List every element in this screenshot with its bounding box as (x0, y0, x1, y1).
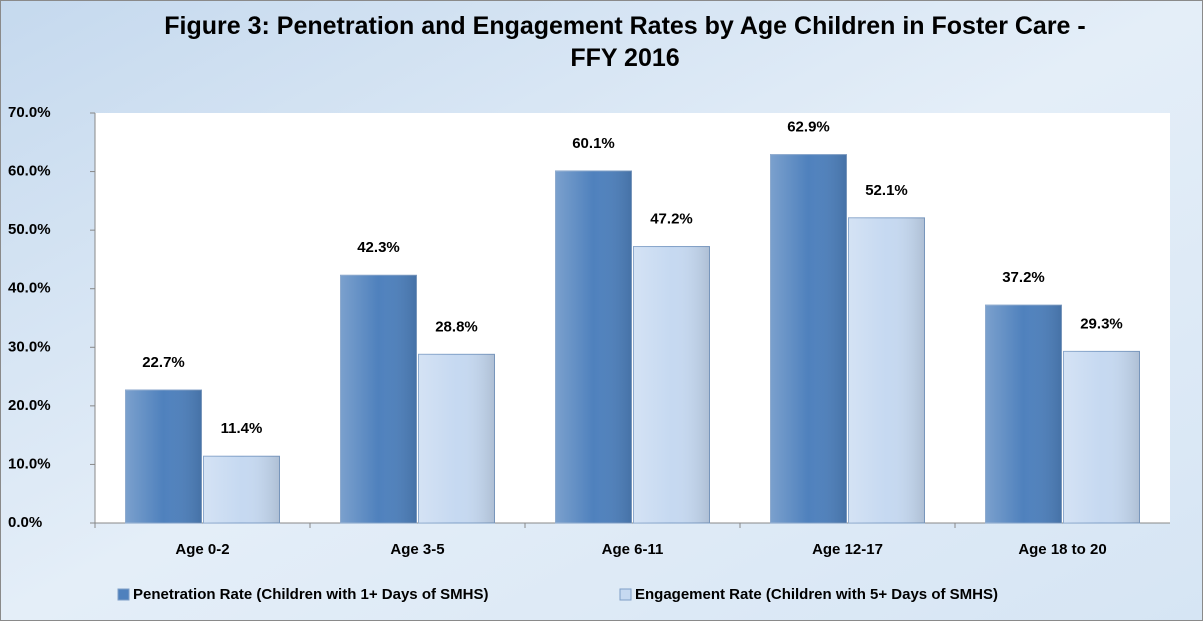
legend-swatch (619, 588, 632, 601)
x-tick-label: Age 0-2 (175, 541, 229, 558)
y-tick-label: 0.0% (8, 514, 42, 531)
y-tick-label: 30.0% (8, 338, 51, 355)
value-label: 28.8% (435, 318, 478, 335)
chart-title: Figure 3: Penetration and Engagement Rat… (164, 12, 1086, 72)
bar-shade (125, 390, 202, 523)
y-tick-label: 20.0% (8, 397, 51, 414)
y-tick-label: 60.0% (8, 163, 51, 180)
bar-shade (848, 217, 925, 524)
legend-label: Engagement Rate (Children with 5+ Days o… (635, 586, 998, 603)
value-label: 29.3% (1080, 315, 1123, 332)
value-label: 52.1% (865, 182, 908, 199)
value-label: 62.9% (787, 119, 830, 136)
bar-shade (633, 246, 710, 524)
y-tick-label: 40.0% (8, 280, 51, 297)
y-tick-label: 10.0% (8, 455, 51, 472)
x-tick-label: Age 6-11 (602, 541, 664, 558)
value-label: 22.7% (142, 354, 185, 371)
value-label: 11.4% (221, 420, 263, 437)
y-tick-label: 70.0% (8, 104, 51, 121)
y-tick-label: 50.0% (8, 221, 51, 238)
value-label: 37.2% (1002, 269, 1045, 286)
bar-shade (1063, 351, 1140, 523)
x-tick-label: Age 12-17 (812, 541, 883, 558)
value-label: 47.2% (650, 211, 693, 228)
legend-swatch (117, 588, 130, 601)
bar-shade (555, 170, 632, 523)
value-label: 60.1% (572, 135, 615, 152)
value-label: 42.3% (357, 239, 400, 256)
bar-shade (418, 354, 495, 523)
bar-shade (985, 305, 1062, 523)
x-tick-label: Age 3-5 (390, 541, 444, 558)
x-tick-label: Age 18 to 20 (1018, 541, 1106, 558)
bar-shade (770, 154, 847, 524)
bar-shade (340, 275, 417, 523)
bar-shade (203, 456, 280, 523)
legend-label: Penetration Rate (Children with 1+ Days … (133, 586, 488, 603)
